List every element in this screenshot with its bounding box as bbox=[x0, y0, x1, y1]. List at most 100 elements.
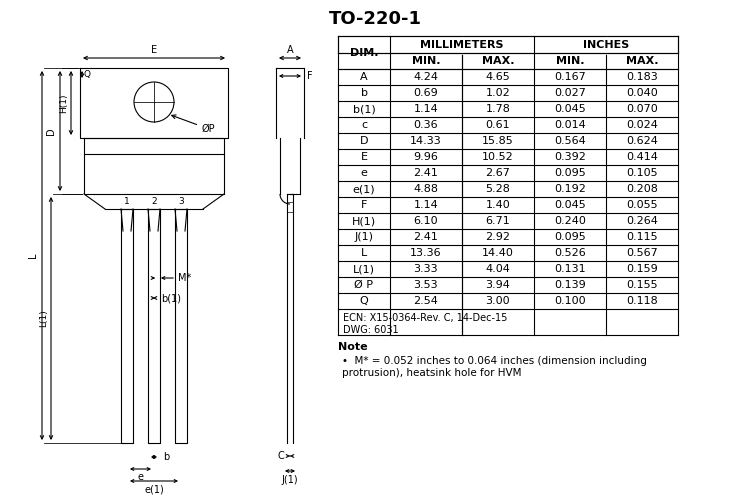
Text: 0.105: 0.105 bbox=[626, 168, 658, 178]
Text: D: D bbox=[46, 127, 56, 135]
Text: 0.040: 0.040 bbox=[626, 88, 658, 98]
Text: H(1): H(1) bbox=[352, 216, 376, 226]
Text: 0.139: 0.139 bbox=[554, 280, 586, 290]
Text: 0.36: 0.36 bbox=[414, 120, 438, 130]
Text: L(1): L(1) bbox=[353, 264, 375, 274]
Text: 2.67: 2.67 bbox=[485, 168, 511, 178]
Text: MIN.: MIN. bbox=[556, 56, 584, 66]
Text: 0.564: 0.564 bbox=[554, 136, 586, 146]
Text: 1.14: 1.14 bbox=[414, 104, 438, 114]
Text: F: F bbox=[361, 200, 368, 210]
Text: 0.070: 0.070 bbox=[626, 104, 658, 114]
Text: 0.159: 0.159 bbox=[626, 264, 658, 274]
Text: 0.526: 0.526 bbox=[554, 248, 586, 258]
Text: 0.155: 0.155 bbox=[626, 280, 658, 290]
Text: M*: M* bbox=[178, 273, 191, 283]
Text: 3.53: 3.53 bbox=[414, 280, 438, 290]
Text: 0.61: 0.61 bbox=[486, 120, 510, 130]
Text: 6.10: 6.10 bbox=[414, 216, 438, 226]
Text: E: E bbox=[361, 152, 368, 162]
Text: ECN: X15-0364-Rev. C, 14-Dec-15
DWG: 6031: ECN: X15-0364-Rev. C, 14-Dec-15 DWG: 603… bbox=[343, 313, 507, 335]
Text: 0.567: 0.567 bbox=[626, 248, 658, 258]
Text: 9.96: 9.96 bbox=[413, 152, 439, 162]
Text: 0.192: 0.192 bbox=[554, 184, 586, 194]
Text: MIN.: MIN. bbox=[412, 56, 440, 66]
Text: 2.41: 2.41 bbox=[413, 232, 439, 242]
Text: 6.71: 6.71 bbox=[486, 216, 510, 226]
Text: E: E bbox=[151, 45, 157, 55]
Text: 0.027: 0.027 bbox=[554, 88, 586, 98]
Text: Note: Note bbox=[338, 342, 368, 352]
Text: 0.240: 0.240 bbox=[554, 216, 586, 226]
Text: 4.65: 4.65 bbox=[486, 72, 510, 82]
Text: 10.52: 10.52 bbox=[482, 152, 514, 162]
Text: 2.41: 2.41 bbox=[413, 168, 439, 178]
Text: INCHES: INCHES bbox=[583, 39, 629, 49]
Text: 1.14: 1.14 bbox=[414, 200, 438, 210]
Text: 0.264: 0.264 bbox=[626, 216, 658, 226]
Text: MAX.: MAX. bbox=[482, 56, 514, 66]
Text: 15.85: 15.85 bbox=[482, 136, 514, 146]
Text: 14.33: 14.33 bbox=[410, 136, 442, 146]
Text: Q: Q bbox=[84, 70, 91, 79]
Text: 0.208: 0.208 bbox=[626, 184, 658, 194]
Text: 3.00: 3.00 bbox=[486, 296, 510, 306]
Text: 0.024: 0.024 bbox=[626, 120, 658, 130]
Text: 13.36: 13.36 bbox=[410, 248, 442, 258]
Text: 3.33: 3.33 bbox=[414, 264, 438, 274]
Text: 1.78: 1.78 bbox=[485, 104, 511, 114]
Text: TO-220-1: TO-220-1 bbox=[328, 10, 422, 28]
Text: b(1): b(1) bbox=[161, 293, 181, 303]
Text: J(1): J(1) bbox=[355, 232, 374, 242]
Text: e: e bbox=[361, 168, 368, 178]
Text: F: F bbox=[307, 71, 313, 81]
Text: 4.04: 4.04 bbox=[485, 264, 511, 274]
Text: 14.40: 14.40 bbox=[482, 248, 514, 258]
Text: b: b bbox=[361, 88, 368, 98]
Text: 2.92: 2.92 bbox=[485, 232, 511, 242]
Text: MILLIMETERS: MILLIMETERS bbox=[420, 39, 504, 49]
Text: 1.02: 1.02 bbox=[486, 88, 510, 98]
Text: 0.131: 0.131 bbox=[554, 264, 586, 274]
Text: 4.88: 4.88 bbox=[413, 184, 439, 194]
Text: 5.28: 5.28 bbox=[485, 184, 511, 194]
Text: 4.24: 4.24 bbox=[413, 72, 439, 82]
Text: ØP: ØP bbox=[172, 115, 216, 134]
Text: Ø P: Ø P bbox=[355, 280, 374, 290]
Text: D: D bbox=[360, 136, 368, 146]
Text: 0.095: 0.095 bbox=[554, 232, 586, 242]
Text: e(1): e(1) bbox=[144, 484, 164, 494]
Text: •  M* = 0.052 inches to 0.064 inches (dimension including
protrusion), heatsink : • M* = 0.052 inches to 0.064 inches (dim… bbox=[342, 356, 646, 377]
Text: L(1): L(1) bbox=[39, 310, 48, 327]
Text: 3.94: 3.94 bbox=[485, 280, 511, 290]
Text: 0.118: 0.118 bbox=[626, 296, 658, 306]
Text: 0.183: 0.183 bbox=[626, 72, 658, 82]
Text: 1: 1 bbox=[124, 197, 130, 206]
Text: 0.095: 0.095 bbox=[554, 168, 586, 178]
Text: J(1): J(1) bbox=[282, 475, 298, 485]
Text: 0.414: 0.414 bbox=[626, 152, 658, 162]
Text: c: c bbox=[361, 120, 367, 130]
Text: Q: Q bbox=[360, 296, 368, 306]
Text: C: C bbox=[278, 451, 284, 461]
Text: 0.045: 0.045 bbox=[554, 104, 586, 114]
Text: 0.69: 0.69 bbox=[414, 88, 438, 98]
Text: 0.045: 0.045 bbox=[554, 200, 586, 210]
Text: A: A bbox=[286, 45, 293, 55]
Text: e(1): e(1) bbox=[352, 184, 375, 194]
Text: H(1): H(1) bbox=[59, 93, 68, 113]
Text: DIM.: DIM. bbox=[350, 47, 378, 57]
Text: 2.54: 2.54 bbox=[413, 296, 439, 306]
Text: 0.055: 0.055 bbox=[626, 200, 658, 210]
Text: b(1): b(1) bbox=[352, 104, 375, 114]
Text: e: e bbox=[137, 472, 143, 482]
Text: b: b bbox=[163, 452, 170, 462]
Text: A: A bbox=[360, 72, 368, 82]
Text: 1.40: 1.40 bbox=[486, 200, 510, 210]
Text: 2: 2 bbox=[152, 197, 157, 206]
Text: 0.014: 0.014 bbox=[554, 120, 586, 130]
Text: 0.115: 0.115 bbox=[626, 232, 658, 242]
Text: 0.167: 0.167 bbox=[554, 72, 586, 82]
Text: 0.624: 0.624 bbox=[626, 136, 658, 146]
Text: MAX.: MAX. bbox=[626, 56, 658, 66]
